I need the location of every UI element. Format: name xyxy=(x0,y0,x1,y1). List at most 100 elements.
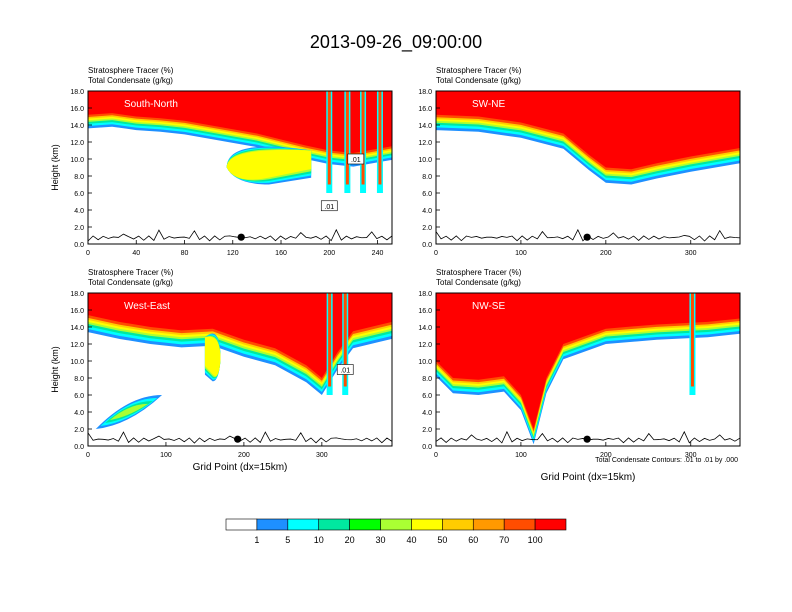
y-tick-label: 16.0 xyxy=(418,308,432,315)
y-tick-label: 14.0 xyxy=(418,325,432,332)
colorbar-box xyxy=(256,518,289,531)
y-tick-label: 12.0 xyxy=(70,140,84,147)
panel-label: South-North xyxy=(124,99,178,110)
y-tick-label: 16.0 xyxy=(418,106,432,113)
y-tick-label: 6.0 xyxy=(422,191,432,198)
colorbar-box xyxy=(349,518,381,531)
y-tick-label: 18.0 xyxy=(70,89,84,96)
condensate-label: Total Condensate (g/kg) xyxy=(436,76,521,85)
plot-frame xyxy=(435,292,741,447)
colorbar-label: 20 xyxy=(345,535,355,545)
y-tick-label: 18.0 xyxy=(70,291,84,298)
tracer-column-core xyxy=(378,91,382,185)
contour-label: .01 xyxy=(340,368,350,375)
tracer-column-core xyxy=(343,293,347,387)
colorbar-box xyxy=(534,518,567,531)
colorbar: 1 5 10 20 30 40 50 60 70 100 xyxy=(225,518,567,545)
tracer-column-core xyxy=(327,91,331,185)
y-tick-label: 8.0 xyxy=(74,376,84,383)
y-tick-label: 6.0 xyxy=(422,393,432,400)
condensate-label: Total Condensate (g/kg) xyxy=(88,76,173,85)
x-tick-label: 120 xyxy=(227,250,239,257)
y-tick-label: 10.0 xyxy=(70,359,84,366)
intrusion-layer xyxy=(226,149,312,180)
y-tick-label: 10.0 xyxy=(418,157,432,164)
colorbar-label: 100 xyxy=(528,535,543,545)
y-tick-label: 16.0 xyxy=(70,106,84,113)
x-tick-label: 0 xyxy=(86,250,90,257)
panel-label: NW-SE xyxy=(472,301,505,312)
contour-label: .01 xyxy=(324,204,334,211)
tracer-column-core xyxy=(690,293,694,387)
x-axis-label: Grid Point (dx=15km) xyxy=(193,462,288,473)
x-tick-label: 40 xyxy=(132,250,140,257)
y-tick-label: 10.0 xyxy=(70,157,84,164)
tracer-label: Stratosphere Tracer (%) xyxy=(88,268,174,277)
location-marker xyxy=(583,435,591,443)
x-tick-label: 0 xyxy=(86,452,90,459)
y-tick-label: 12.0 xyxy=(418,342,432,349)
colorbar-label: 1 xyxy=(254,535,259,545)
colorbar-box xyxy=(411,518,443,531)
x-tick-label: 300 xyxy=(685,452,697,459)
contour-label-box xyxy=(347,153,365,165)
tracer-layer xyxy=(88,91,392,154)
y-tick-label: 0.0 xyxy=(422,444,432,451)
y-tick-label: 2.0 xyxy=(422,225,432,232)
y-tick-label: 14.0 xyxy=(418,123,432,130)
x-axis-label: Grid Point (dx=15km) xyxy=(541,472,636,483)
plot-area xyxy=(436,293,740,446)
y-tick-label: 8.0 xyxy=(422,174,432,181)
x-tick-label: 200 xyxy=(600,250,612,257)
colorbar-box xyxy=(503,518,536,531)
y-tick-label: 2.0 xyxy=(74,427,84,434)
tracer-label: Stratosphere Tracer (%) xyxy=(436,66,522,75)
intrusion-layer xyxy=(204,336,221,377)
low-tracer-blob xyxy=(109,403,149,421)
x-tick-label: 100 xyxy=(160,452,172,459)
y-tick-label: 18.0 xyxy=(418,291,432,298)
figure-title: 2013-09-26_09:00:00 xyxy=(309,32,483,52)
y-tick-label: 14.0 xyxy=(70,325,84,332)
tracer-layer xyxy=(88,293,392,378)
x-tick-label: 300 xyxy=(316,452,328,459)
colorbar-label: 60 xyxy=(468,535,478,545)
plot-frame xyxy=(435,90,741,245)
y-tick-label: 0.0 xyxy=(74,242,84,249)
plot-area xyxy=(436,91,740,244)
plot-frame xyxy=(87,90,393,245)
colorbar-label: 10 xyxy=(314,535,324,545)
x-tick-label: 0 xyxy=(434,452,438,459)
condensate-label: Total Condensate (g/kg) xyxy=(88,278,173,287)
x-tick-label: 200 xyxy=(600,452,612,459)
colorbar-label: 40 xyxy=(406,535,416,545)
y-tick-label: 12.0 xyxy=(70,342,84,349)
y-axis-label: Height (km) xyxy=(50,144,60,191)
tracer-column-core xyxy=(328,293,332,387)
y-axis-label: Height (km) xyxy=(50,346,60,393)
panel-sw-ne: SW-NE Stratosphere Tracer (%)Total Conden… xyxy=(418,66,741,257)
colorbar-label: 5 xyxy=(285,535,290,545)
x-tick-label: 200 xyxy=(238,452,250,459)
location-marker xyxy=(583,233,591,241)
tracer-column-core xyxy=(361,91,365,185)
x-tick-label: 240 xyxy=(372,250,384,257)
panel-label: West-East xyxy=(124,301,170,312)
plot-frame xyxy=(87,292,393,447)
x-tick-label: 0 xyxy=(434,250,438,257)
tracer-layer xyxy=(436,293,740,429)
y-tick-label: 8.0 xyxy=(74,174,84,181)
plot-area xyxy=(88,293,392,446)
y-tick-label: 10.0 xyxy=(418,359,432,366)
y-tick-label: 18.0 xyxy=(418,89,432,96)
y-tick-label: 12.0 xyxy=(418,140,432,147)
y-tick-label: 0.0 xyxy=(74,444,84,451)
x-tick-label: 100 xyxy=(515,452,527,459)
contour-label-box xyxy=(336,364,354,375)
tracer-column-core xyxy=(345,91,349,185)
panel-label: SW-NE xyxy=(472,99,505,110)
colorbar-label: 70 xyxy=(499,535,509,545)
y-tick-label: 16.0 xyxy=(70,308,84,315)
